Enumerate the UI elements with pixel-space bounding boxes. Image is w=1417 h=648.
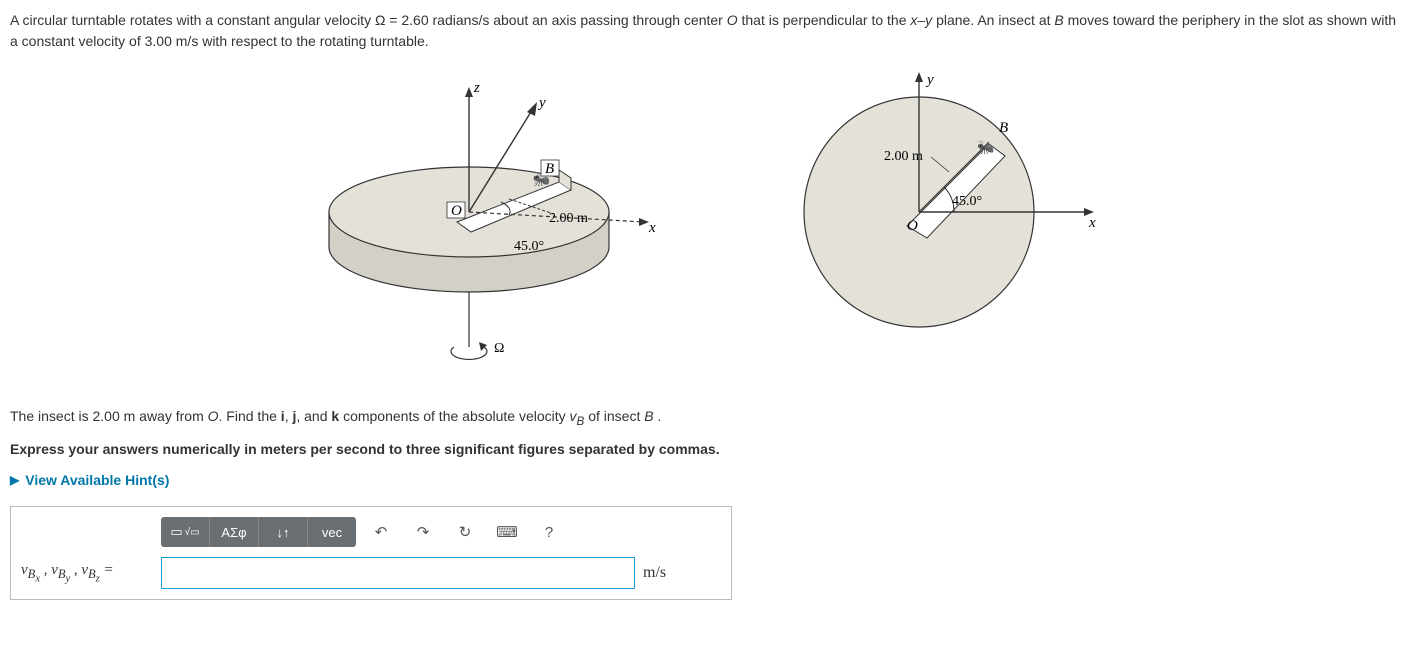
svg-text:y: y (537, 95, 546, 111)
template-button[interactable]: ▭ √▭ (161, 517, 210, 547)
hints-label: View Available Hint(s) (25, 472, 169, 488)
svg-text:x: x (648, 220, 656, 236)
svg-text:O: O (451, 203, 462, 219)
svg-text:B: B (545, 161, 554, 177)
question-text: The insect is 2.00 m away from O. Find t… (10, 405, 1407, 431)
svg-text:x: x (1088, 215, 1096, 231)
view-hints-toggle[interactable]: ▶ View Available Hint(s) (10, 472, 169, 488)
vec-button[interactable]: vec (308, 517, 356, 547)
figure-area: 🐜 z y x O B 2.00 m 45.0° (10, 72, 1407, 375)
instruction-text: Express your answers numerically in mete… (10, 441, 1407, 457)
reset-button[interactable]: ↻ (448, 517, 482, 547)
svg-text:2.00 m: 2.00 m (549, 211, 588, 226)
svg-text:🐜: 🐜 (977, 139, 994, 155)
variable-label: vBx , vBy , vBz = (21, 562, 153, 585)
equation-toolbar: ▭ √▭ ΑΣφ ↓↑ vec ↶ ↷ ↻ ⌨ ? (161, 517, 721, 547)
answer-panel: ▭ √▭ ΑΣφ ↓↑ vec ↶ ↷ ↻ ⌨ ? vBx , vBy , vB… (10, 506, 732, 600)
unit-label: m/s (643, 564, 666, 582)
svg-text:Ω: Ω (494, 341, 504, 356)
svg-text:y: y (925, 72, 934, 88)
sqrt-icon: √▭ (185, 527, 200, 538)
figure-3d: 🐜 z y x O B 2.00 m 45.0° (309, 72, 669, 375)
greek-button[interactable]: ΑΣφ (210, 517, 259, 547)
figure-top-view: 🐜 y x 2.00 m 45.0° O B (789, 72, 1109, 375)
subscript-button[interactable]: ↓↑ (259, 517, 308, 547)
problem-statement: A circular turntable rotates with a cons… (10, 10, 1407, 52)
svg-text:45.0°: 45.0° (514, 239, 544, 254)
answer-input[interactable] (161, 557, 635, 589)
svg-text:B: B (999, 120, 1008, 136)
svg-text:z: z (473, 80, 480, 96)
help-button[interactable]: ? (532, 517, 566, 547)
chevron-right-icon: ▶ (10, 473, 19, 487)
redo-button[interactable]: ↷ (406, 517, 440, 547)
undo-button[interactable]: ↶ (364, 517, 398, 547)
svg-text:2.00 m: 2.00 m (884, 149, 923, 164)
svg-text:45.0°: 45.0° (952, 194, 982, 209)
template-icon: ▭ (170, 524, 182, 540)
svg-text:O: O (907, 218, 918, 234)
keyboard-button[interactable]: ⌨ (490, 517, 524, 547)
